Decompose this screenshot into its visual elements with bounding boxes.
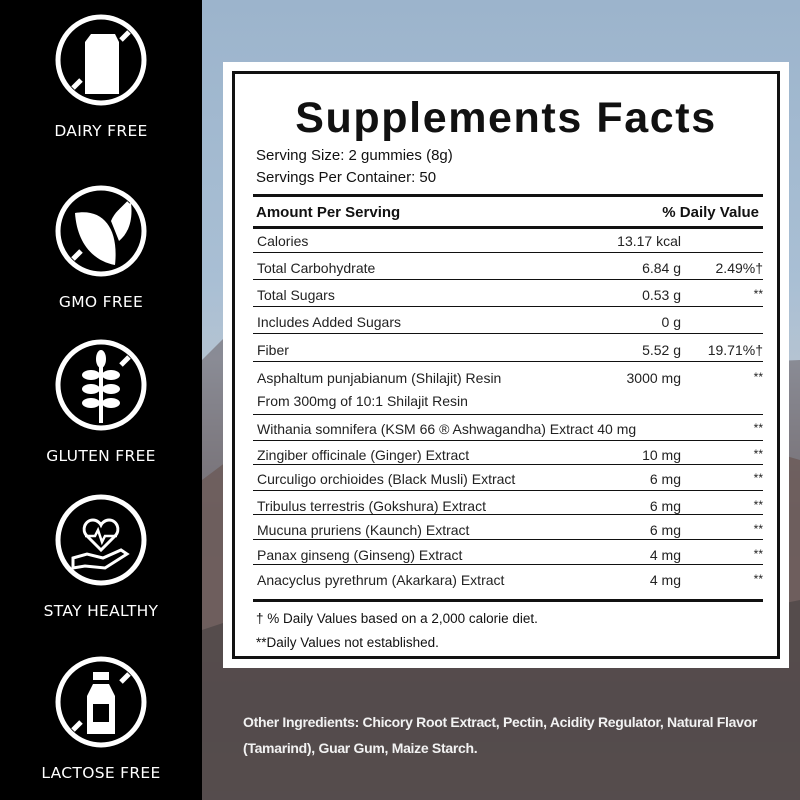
header-amount: Amount Per Serving bbox=[256, 204, 401, 221]
badge-label: LACTOSE FREE bbox=[41, 764, 161, 782]
nutrient-daily-value: ** bbox=[753, 498, 763, 512]
milk-carton-crossed-icon bbox=[55, 14, 147, 106]
nutrient-daily-value: ** bbox=[753, 522, 763, 536]
badge-label: DAIRY FREE bbox=[54, 122, 148, 140]
fact-row: Includes Added Sugars 0 g bbox=[253, 314, 763, 334]
badge-gluten-free: GLUTEN FREE bbox=[0, 337, 202, 465]
badge-sidebar: DAIRY FREE GMO FREE GLUTEN FREE bbox=[0, 0, 202, 800]
footnote-not-established: **Daily Values not established. bbox=[256, 635, 439, 650]
fact-row: Withania somnifera (KSM 66 ® Ashwagandha… bbox=[253, 421, 763, 441]
nutrient-name: Zingiber officinale (Ginger) Extract bbox=[257, 447, 470, 463]
nutrient-name: Mucuna pruriens (Kaunch) Extract bbox=[257, 522, 470, 538]
fact-row: Zingiber officinale (Ginger) Extract 10 … bbox=[253, 447, 763, 467]
nutrient-amount: 4 mg bbox=[649, 547, 681, 563]
supplement-facts-panel: Supplements Facts Serving Size: 2 gummie… bbox=[223, 62, 789, 668]
nutrient-daily-value: ** bbox=[753, 447, 763, 461]
nutrient-amount: 0.53 g bbox=[642, 287, 681, 303]
badge-label: GMO FREE bbox=[58, 293, 144, 311]
nutrient-amount: 10 mg bbox=[642, 447, 681, 463]
fact-row: Total Carbohydrate 6.84 g 2.49%† bbox=[253, 260, 763, 280]
servings-per-container: Servings Per Container: 50 bbox=[256, 169, 437, 186]
divider bbox=[253, 333, 763, 334]
nutrient-name: Total Carbohydrate bbox=[257, 260, 376, 276]
header-daily-value: % Daily Value bbox=[662, 204, 759, 221]
badge-stay-healthy: STAY HEALTHY bbox=[0, 492, 202, 620]
divider bbox=[253, 464, 763, 465]
fact-row: Curculigo orchioides (Black Musli) Extra… bbox=[253, 471, 763, 491]
nutrient-daily-value: ** bbox=[753, 547, 763, 561]
badge-dairy-free: DAIRY FREE bbox=[0, 12, 202, 140]
badge-gmo-free: GMO FREE bbox=[0, 183, 202, 311]
nutrient-name: Panax ginseng (Ginseng) Extract bbox=[257, 547, 463, 563]
nutrient-daily-value: ** bbox=[753, 287, 763, 301]
divider bbox=[253, 490, 763, 491]
fact-row: Mucuna pruriens (Kaunch) Extract 6 mg ** bbox=[253, 522, 763, 542]
nutrient-daily-value: 19.71%† bbox=[707, 342, 763, 358]
wheat-crossed-icon bbox=[55, 339, 147, 431]
nutrient-daily-value: ** bbox=[753, 421, 763, 435]
nutrient-name: Includes Added Sugars bbox=[257, 314, 401, 330]
nutrient-amount: 0 g bbox=[661, 314, 681, 330]
nutrient-amount: 6.84 g bbox=[642, 260, 681, 276]
nutrient-sub-note: From 300mg of 10:1 Shilajit Resin bbox=[257, 393, 468, 409]
divider bbox=[253, 306, 763, 307]
fact-row: Calories 13.17 kcal bbox=[253, 233, 763, 253]
fact-row: Asphaltum punjabianum (Shilajit) Resin 3… bbox=[253, 370, 763, 409]
divider bbox=[253, 252, 763, 253]
divider bbox=[253, 194, 763, 197]
badge-lactose-free: LACTOSE FREE bbox=[0, 654, 202, 782]
divider bbox=[253, 599, 763, 602]
divider bbox=[253, 539, 763, 540]
nutrient-name: Tribulus terrestris (Gokshura) Extract bbox=[257, 498, 486, 514]
nutrient-amount: 6 mg bbox=[649, 522, 681, 538]
facts-frame: Supplements Facts Serving Size: 2 gummie… bbox=[232, 71, 780, 659]
nutrient-daily-value: 2.49%† bbox=[715, 260, 763, 276]
nutrient-amount: 13.17 kcal bbox=[617, 233, 681, 249]
divider bbox=[253, 414, 763, 415]
divider bbox=[253, 226, 763, 229]
divider bbox=[253, 440, 763, 441]
divider bbox=[253, 514, 763, 515]
badge-label: STAY HEALTHY bbox=[43, 602, 159, 620]
nutrient-name: Asphaltum punjabianum (Shilajit) Resin bbox=[257, 370, 502, 386]
milk-bottle-crossed-icon bbox=[55, 656, 147, 748]
fact-row: Tribulus terrestris (Gokshura) Extract 6… bbox=[253, 498, 763, 518]
serving-size: Serving Size: 2 gummies (8g) bbox=[256, 147, 453, 164]
nutrient-daily-value: ** bbox=[753, 370, 763, 384]
heart-hand-icon bbox=[55, 494, 147, 586]
nutrient-amount: 4 mg bbox=[649, 572, 681, 588]
nutrient-name: Withania somnifera (KSM 66 ® Ashwagandha… bbox=[257, 421, 637, 437]
nutrient-amount: 3000 mg bbox=[626, 370, 681, 386]
nutrient-name: Total Sugars bbox=[257, 287, 335, 303]
other-ingredients: Other Ingredients: Chicory Root Extract,… bbox=[243, 714, 757, 756]
nutrient-daily-value: ** bbox=[753, 471, 763, 485]
nutrient-name: Anacyclus pyrethrum (Akarkara) Extract bbox=[257, 572, 505, 588]
nutrient-name: Calories bbox=[257, 233, 309, 249]
nutrient-amount: 5.52 g bbox=[642, 342, 681, 358]
divider bbox=[253, 564, 763, 565]
fact-row: Panax ginseng (Ginseng) Extract 4 mg ** bbox=[253, 547, 763, 567]
badge-label: GLUTEN FREE bbox=[46, 447, 156, 465]
fact-row: Fiber 5.52 g 19.71%† bbox=[253, 342, 763, 362]
fact-row: Anacyclus pyrethrum (Akarkara) Extract 4… bbox=[253, 572, 763, 592]
footnote-daily-values: † % Daily Values based on a 2,000 calori… bbox=[256, 611, 538, 626]
nutrient-amount: 6 mg bbox=[649, 498, 681, 514]
nutrient-amount: 6 mg bbox=[649, 471, 681, 487]
nutrient-name: Curculigo orchioides (Black Musli) Extra… bbox=[257, 471, 516, 487]
facts-title: Supplements Facts bbox=[295, 94, 717, 142]
divider bbox=[253, 279, 763, 280]
leaf-crossed-icon bbox=[55, 185, 147, 277]
nutrient-name: Fiber bbox=[257, 342, 289, 358]
divider bbox=[253, 361, 763, 362]
nutrient-daily-value: ** bbox=[753, 572, 763, 586]
fact-row: Total Sugars 0.53 g ** bbox=[253, 287, 763, 307]
